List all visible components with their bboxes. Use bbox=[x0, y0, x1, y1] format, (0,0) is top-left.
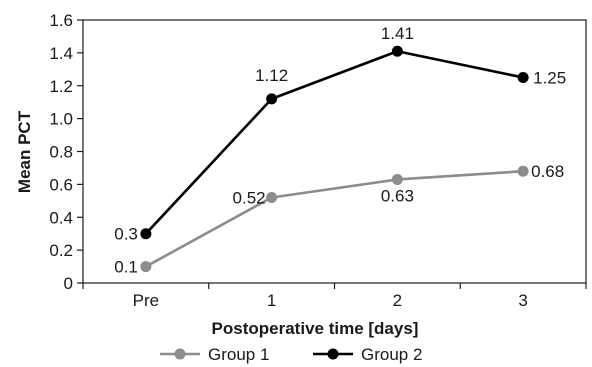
data-point bbox=[391, 173, 403, 185]
y-tick-label: 1.4 bbox=[49, 44, 73, 63]
x-tick-label: 1 bbox=[267, 291, 276, 310]
data-point bbox=[140, 228, 152, 240]
y-axis-title: Mean PCT bbox=[15, 110, 34, 193]
data-point bbox=[391, 45, 403, 57]
data-labels: 0.1 0.52 0.63 0.68 0.3 1.12 1.41 1.25 bbox=[114, 24, 566, 276]
data-label: 0.52 bbox=[233, 189, 266, 208]
data-label: 0.1 bbox=[114, 258, 138, 277]
data-label: 0.3 bbox=[114, 225, 138, 244]
x-tick-label: 3 bbox=[518, 291, 527, 310]
y-tick-label: 1.6 bbox=[49, 11, 73, 30]
data-label: 1.41 bbox=[381, 24, 414, 43]
data-point bbox=[140, 261, 152, 273]
y-tick-label: 0.8 bbox=[49, 143, 73, 162]
series-layer bbox=[140, 45, 529, 273]
legend-label: Group 2 bbox=[361, 345, 422, 364]
data-point bbox=[266, 93, 278, 105]
x-tick-label: Pre bbox=[133, 291, 159, 310]
y-axis: 0 0.2 0.4 0.6 0.8 1.0 1.2 1.4 1.6 bbox=[49, 11, 83, 293]
data-point bbox=[266, 192, 278, 204]
y-tick-label: 1.2 bbox=[49, 77, 73, 96]
data-label: 0.68 bbox=[531, 162, 564, 181]
data-label: 1.25 bbox=[533, 69, 566, 88]
y-tick-label: 0 bbox=[64, 274, 73, 293]
y-tick-label: 0.2 bbox=[49, 241, 73, 260]
x-tick-label: 2 bbox=[393, 291, 402, 310]
series-line-2 bbox=[144, 49, 524, 235]
y-tick-label: 0.4 bbox=[49, 208, 73, 227]
legend-marker bbox=[327, 348, 339, 360]
data-point bbox=[517, 165, 529, 177]
data-label: 0.63 bbox=[381, 186, 414, 205]
data-label: 1.12 bbox=[255, 66, 288, 85]
data-point bbox=[517, 72, 529, 84]
series-line-1 bbox=[145, 169, 524, 268]
legend: Group 1 Group 2 bbox=[160, 345, 422, 364]
legend-marker bbox=[174, 348, 186, 360]
x-axis: Pre 1 2 3 bbox=[82, 283, 587, 310]
y-tick-label: 1.0 bbox=[49, 110, 73, 129]
legend-label: Group 1 bbox=[208, 345, 269, 364]
x-axis-title: Postoperative time [days] bbox=[212, 319, 419, 338]
y-tick-label: 0.6 bbox=[49, 175, 73, 194]
